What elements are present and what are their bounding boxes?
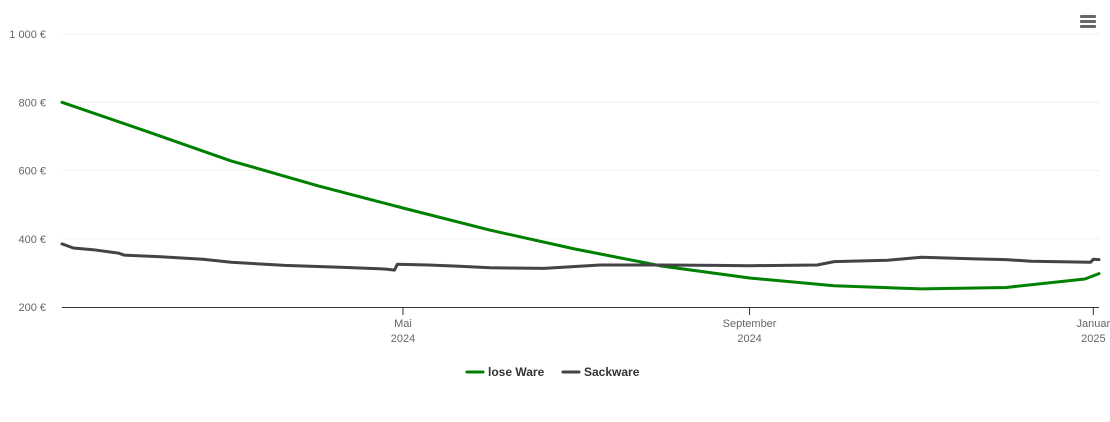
x-tick-year-label: 2025 xyxy=(1081,333,1105,345)
x-tick-month-label: September xyxy=(723,318,777,330)
hamburger-menu-icon[interactable] xyxy=(1078,12,1098,32)
x-tick-year-label: 2024 xyxy=(391,333,415,345)
legend-item-label: lose Ware xyxy=(488,365,545,379)
series-line-1 xyxy=(60,242,1101,272)
legend-item-label: Sackware xyxy=(584,365,640,379)
series-line-0 xyxy=(60,100,1101,291)
y-tick-label: 1 000 € xyxy=(9,29,46,41)
y-tick-label: 200 € xyxy=(18,302,46,314)
x-tick-month-label: Mai xyxy=(394,318,412,330)
y-tick-label: 400 € xyxy=(18,234,46,246)
x-tick-month-label: Januar xyxy=(1077,318,1110,330)
y-tick-label: 800 € xyxy=(18,97,46,109)
y-tick-label: 600 € xyxy=(18,166,46,178)
x-tick-year-label: 2024 xyxy=(737,333,761,345)
